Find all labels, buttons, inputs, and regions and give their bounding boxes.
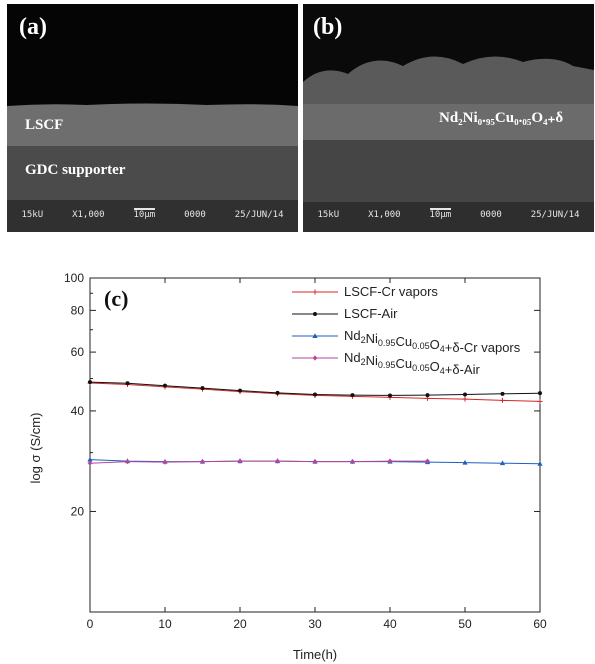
data-point	[237, 458, 243, 464]
data-point	[500, 397, 505, 403]
layer-label-nd2ni: Nd₂Ni₀.₉₅Cu₀.₀₅O₄₊δ	[439, 110, 564, 126]
x-tick-label: 10	[158, 617, 172, 631]
panel-label-c: (c)	[104, 286, 128, 311]
y-tick-label: 20	[71, 504, 85, 518]
x-tick-label: 30	[308, 617, 322, 631]
legend-marker	[313, 312, 317, 316]
legend-item: Nd2Ni0.95Cu0.05O4+δ-Air	[292, 350, 480, 377]
data-point	[87, 460, 93, 466]
legend-label: Nd2Ni0.95Cu0.05O4+δ-Air	[344, 350, 480, 377]
sem-scale-bar: 10μm	[429, 208, 452, 220]
legend: LSCF-Cr vapors LSCF-Air Nd2Ni0.95Cu0.05O4+…	[292, 284, 521, 377]
panel-label-a: (a)	[19, 14, 47, 40]
legend-label: Nd2Ni0.95Cu0.05O4+δ-Cr vapors	[344, 328, 521, 355]
sem-image-a: (a) LSCF GDC supporter 15kU X1,000 10μm …	[7, 4, 298, 232]
sem-voltage: 15kU	[21, 210, 44, 220]
data-point	[162, 459, 168, 465]
series-0	[87, 380, 543, 404]
y-axis-title: log σ (S/cm)	[28, 413, 43, 484]
legend-label: LSCF-Air	[344, 306, 398, 321]
data-point	[537, 460, 543, 466]
y-tick-label: 40	[71, 404, 85, 418]
sem-code: 0000	[184, 210, 206, 220]
data-point	[388, 393, 392, 398]
data-point	[312, 459, 318, 465]
legend-marker	[312, 333, 318, 338]
sem-code: 0000	[480, 210, 502, 220]
sem-image-b: (b) Nd₂Ni₀.₉₅Cu₀.₀₅O₄₊δ 15kU X1,000 10μm…	[303, 4, 594, 232]
legend-item: LSCF-Air	[292, 306, 398, 321]
plot-area	[89, 277, 541, 613]
data-point	[538, 391, 542, 396]
data-point	[462, 459, 468, 465]
x-tick-label: 60	[533, 617, 547, 631]
x-tick-label: 50	[458, 617, 472, 631]
data-series	[87, 380, 543, 466]
sem-scale-bar: 10μm	[133, 208, 156, 220]
sem-date: 25/JUN/14	[530, 210, 580, 220]
data-point	[125, 459, 130, 465]
legend-marker	[312, 355, 318, 361]
sem-micrograph-b	[303, 4, 594, 232]
sem-magnification: X1,000	[72, 210, 105, 220]
data-point	[500, 391, 505, 396]
data-point	[350, 393, 355, 398]
data-point	[125, 381, 130, 386]
data-point	[87, 456, 93, 462]
y-tick-label: 80	[71, 303, 85, 317]
legend-marker	[312, 289, 318, 295]
data-point	[163, 383, 167, 388]
plot-frame	[89, 277, 541, 613]
series-line	[89, 382, 541, 402]
data-point	[425, 458, 430, 464]
data-point	[462, 396, 468, 402]
data-point	[313, 392, 317, 397]
sem-micrograph-a	[7, 4, 298, 232]
data-point	[275, 458, 280, 464]
sem-magnification: X1,000	[368, 210, 401, 220]
data-point	[275, 390, 280, 395]
legend-label: LSCF-Cr vapors	[344, 284, 438, 299]
data-point	[200, 386, 205, 391]
sem-voltage: 15kU	[317, 210, 340, 220]
data-point	[499, 460, 506, 466]
series-line	[89, 460, 428, 464]
series-3	[87, 458, 430, 466]
substrate-label-gdc: GDC supporter	[25, 162, 126, 178]
x-tick-label: 40	[383, 617, 397, 631]
sem-date: 25/JUN/14	[234, 210, 284, 220]
data-point	[350, 459, 355, 465]
legend-item: LSCF-Cr vapors	[292, 284, 438, 299]
axis-ticks: 0 10 20 30 40 50 60 20 40 60 80 100	[64, 271, 547, 631]
data-point	[425, 393, 430, 398]
sem-info-bar-b: 15kU X1,000 10μm 0000 25/JUN/14	[303, 208, 594, 220]
sem-info-bar-a: 15kU X1,000 10μm 0000 25/JUN/14	[7, 208, 298, 220]
data-point	[387, 458, 393, 464]
y-tick-label: 100	[64, 271, 84, 285]
data-point	[537, 398, 543, 404]
data-point	[463, 392, 467, 397]
y-tick-label: 60	[71, 345, 85, 359]
layer-label-lscf: LSCF	[25, 117, 64, 133]
series-1	[88, 380, 542, 398]
x-tick-label: 0	[87, 617, 94, 631]
panel-label-b: (b)	[313, 14, 343, 40]
data-point	[88, 380, 92, 385]
x-tick-label: 20	[233, 617, 247, 631]
data-point	[238, 388, 242, 393]
x-axis-title: Time(h)	[293, 647, 337, 662]
legend-item: Nd2Ni0.95Cu0.05O4+δ-Cr vapors	[292, 328, 521, 355]
